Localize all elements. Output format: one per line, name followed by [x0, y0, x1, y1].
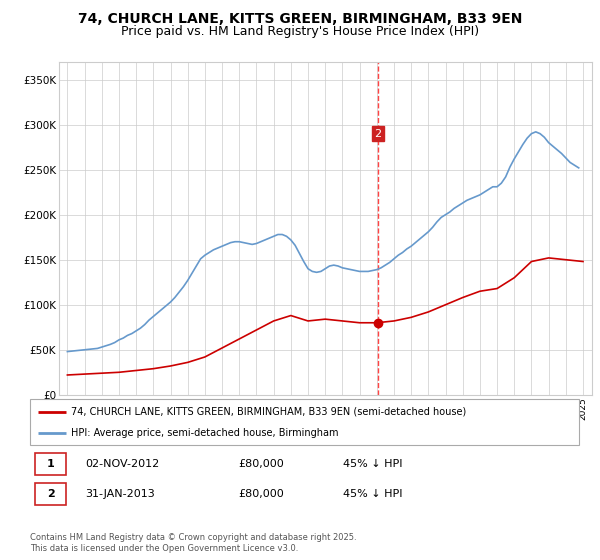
Text: 31-JAN-2013: 31-JAN-2013 [85, 489, 155, 499]
Text: 2: 2 [47, 489, 55, 499]
Text: Contains HM Land Registry data © Crown copyright and database right 2025.
This d: Contains HM Land Registry data © Crown c… [30, 533, 356, 553]
Text: 74, CHURCH LANE, KITTS GREEN, BIRMINGHAM, B33 9EN: 74, CHURCH LANE, KITTS GREEN, BIRMINGHAM… [78, 12, 522, 26]
FancyBboxPatch shape [30, 399, 579, 445]
Text: 74, CHURCH LANE, KITTS GREEN, BIRMINGHAM, B33 9EN (semi-detached house): 74, CHURCH LANE, KITTS GREEN, BIRMINGHAM… [71, 407, 466, 417]
Text: 2: 2 [374, 129, 382, 139]
Text: £80,000: £80,000 [239, 459, 284, 469]
Text: 45% ↓ HPI: 45% ↓ HPI [343, 489, 403, 499]
FancyBboxPatch shape [35, 453, 65, 475]
FancyBboxPatch shape [35, 483, 65, 505]
Text: £80,000: £80,000 [239, 489, 284, 499]
Text: 45% ↓ HPI: 45% ↓ HPI [343, 459, 403, 469]
Text: 1: 1 [47, 459, 55, 469]
Text: 02-NOV-2012: 02-NOV-2012 [85, 459, 159, 469]
Text: HPI: Average price, semi-detached house, Birmingham: HPI: Average price, semi-detached house,… [71, 428, 338, 438]
Text: Price paid vs. HM Land Registry's House Price Index (HPI): Price paid vs. HM Land Registry's House … [121, 25, 479, 38]
